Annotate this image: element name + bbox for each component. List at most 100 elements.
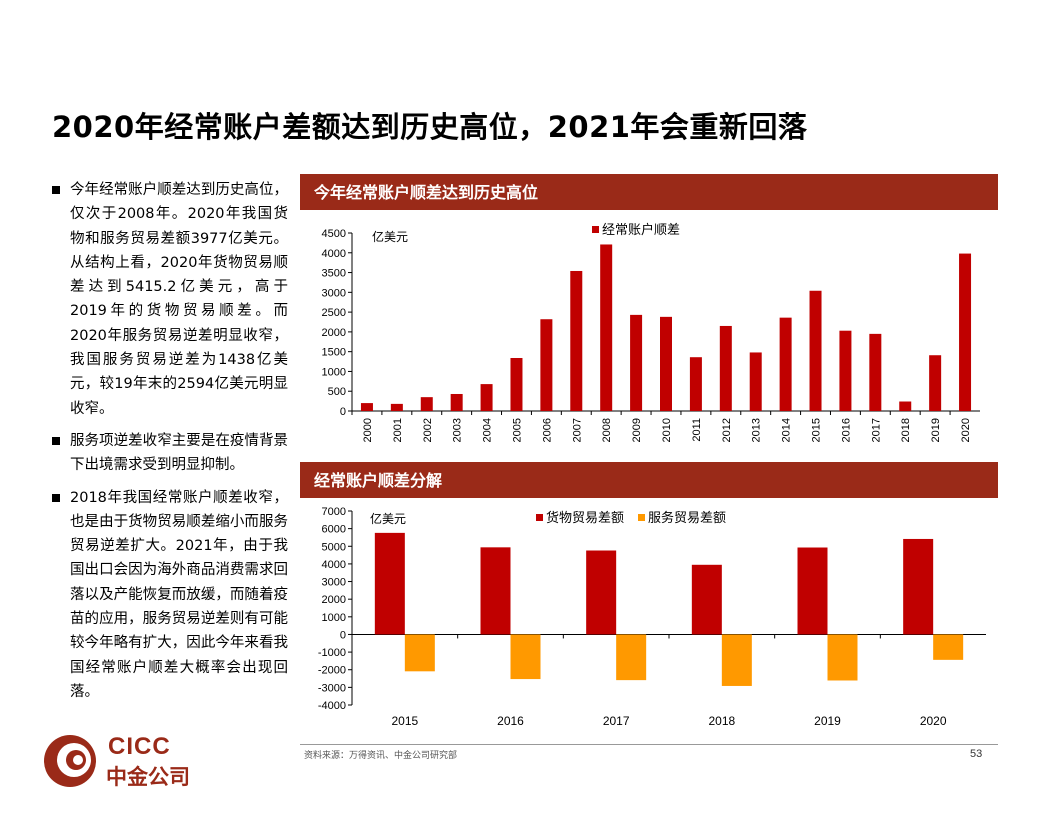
bullet-point: 今年经常账户顺差达到历史高位，仅次于2008年。2020年我国货物和服务贸易差额… bbox=[52, 178, 288, 421]
y-tick-label: 1500 bbox=[322, 347, 346, 359]
bar-经常账户顺差-2010 bbox=[660, 316, 672, 411]
x-tick-label: 2017 bbox=[870, 418, 882, 442]
bar-经常账户顺差-2011 bbox=[689, 357, 702, 411]
bar-货物贸易差额-2020 bbox=[903, 538, 934, 635]
bar-经常账户顺差-2000 bbox=[360, 403, 373, 411]
bar-经常账户顺差-2018 bbox=[899, 401, 912, 411]
x-tick-label: 2011 bbox=[691, 418, 703, 442]
bar-服务贸易差额-2018 bbox=[721, 634, 752, 686]
bar-经常账户顺差-2013 bbox=[749, 352, 762, 411]
bar-经常账户顺差-2016 bbox=[839, 330, 852, 411]
x-tick-label: 2019 bbox=[930, 418, 942, 442]
bar-经常账户顺差-2003 bbox=[450, 393, 463, 411]
y-tick-label: 2000 bbox=[322, 327, 346, 339]
unit-label: 亿美元 bbox=[372, 229, 408, 244]
y-tick-label: -1000 bbox=[318, 647, 346, 659]
y-tick-label: 3500 bbox=[322, 268, 346, 280]
x-tick-label: 2004 bbox=[482, 418, 494, 442]
text-column: 今年经常账户顺差达到历史高位，仅次于2008年。2020年我国货物和服务贸易差额… bbox=[52, 178, 288, 712]
y-tick-label: 7000 bbox=[322, 506, 346, 518]
bullet-point: 2018年我国经常账户顺差收窄，也是由于货物贸易顺差缩小而服务贸易逆差扩大。20… bbox=[52, 486, 288, 705]
y-tick-label: 0 bbox=[340, 406, 346, 418]
x-tick-label: 2002 bbox=[422, 418, 434, 442]
bar-经常账户顺差-2017 bbox=[869, 333, 882, 411]
legend-label: 经常账户顺差 bbox=[602, 222, 680, 237]
legend-label: 服务贸易差额 bbox=[648, 510, 726, 525]
y-tick-label: -4000 bbox=[318, 700, 346, 712]
y-tick-label: 3000 bbox=[322, 287, 346, 299]
bar-经常账户顺差-2007 bbox=[570, 270, 583, 411]
footer-divider bbox=[300, 744, 998, 745]
bar-服务贸易差额-2015 bbox=[404, 634, 435, 672]
x-tick-label: 2010 bbox=[661, 418, 673, 442]
x-tick-label: 2000 bbox=[362, 418, 374, 442]
y-tick-label: 4000 bbox=[322, 559, 346, 571]
y-tick-label: 3000 bbox=[322, 577, 346, 589]
bar-经常账户顺差-2012 bbox=[719, 325, 732, 411]
bullet-marker bbox=[52, 186, 60, 194]
bullet-text: 2018年我国经常账户顺差收窄，也是由于货物贸易顺差缩小而服务贸易逆差扩大。20… bbox=[70, 489, 288, 700]
bullet-text: 今年经常账户顺差达到历史高位，仅次于2008年。2020年我国货物和服务贸易差额… bbox=[70, 182, 288, 417]
legend-swatch bbox=[592, 226, 599, 233]
x-tick-label: 2016 bbox=[497, 714, 524, 728]
bar-货物贸易差额-2016 bbox=[480, 547, 511, 635]
y-tick-label: 1000 bbox=[322, 366, 346, 378]
bullet-point: 服务项逆差收窄主要是在疫情背景下出境需求受到明显抑制。 bbox=[52, 429, 288, 478]
bar-服务贸易差额-2020 bbox=[933, 634, 964, 660]
x-tick-label: 2018 bbox=[708, 714, 735, 728]
x-tick-label: 2003 bbox=[452, 418, 464, 442]
bar-货物贸易差额-2019 bbox=[797, 547, 828, 635]
bullet-marker bbox=[52, 436, 60, 445]
bar-货物贸易差额-2017 bbox=[586, 550, 617, 635]
bar-经常账户顺差-2006 bbox=[540, 319, 553, 411]
decomposition-chart: -4000 -3000 -2000 -1000 0 1000 2000 3000 4000 500… bbox=[318, 506, 986, 728]
bar-服务贸易差额-2019 bbox=[827, 634, 858, 681]
y-tick-label: 2000 bbox=[322, 594, 346, 606]
bar-经常账户顺差-2015 bbox=[809, 290, 822, 411]
x-tick-label: 2020 bbox=[920, 714, 947, 728]
y-tick-label: 4000 bbox=[322, 248, 346, 260]
bullet-marker bbox=[52, 493, 60, 502]
x-tick-label: 2006 bbox=[541, 418, 553, 442]
bar-经常账户顺差-2009 bbox=[630, 314, 643, 411]
current-account-chart: 0 500 1000 1500 2000 2500 3000 3500 4000 4500 2000… bbox=[322, 222, 980, 442]
y-tick-label: 0 bbox=[340, 629, 346, 641]
chart2-header: 经常账户顺差分解 bbox=[300, 462, 998, 500]
x-tick-label: 2007 bbox=[571, 418, 583, 442]
bar-经常账户顺差-2004 bbox=[480, 384, 493, 411]
bar-经常账户顺差-2008 bbox=[600, 244, 613, 411]
bar-经常账户顺差-2020 bbox=[959, 253, 972, 411]
cicc-logo: CICC 中金公司 bbox=[42, 733, 222, 791]
y-tick-label: -3000 bbox=[318, 682, 346, 694]
legend-label: 货物贸易差额 bbox=[546, 510, 624, 525]
x-tick-label: 2008 bbox=[601, 418, 613, 442]
bar-货物贸易差额-2018 bbox=[691, 564, 722, 635]
x-tick-label: 2009 bbox=[631, 418, 643, 442]
x-tick-label: 2019 bbox=[814, 714, 841, 728]
chart1-header: 今年经常账户顺差达到历史高位 bbox=[300, 174, 998, 212]
x-tick-label: 2013 bbox=[751, 418, 763, 442]
x-tick-label: 2018 bbox=[900, 418, 912, 442]
x-tick-label: 2014 bbox=[781, 418, 793, 442]
x-tick-label: 2001 bbox=[392, 418, 404, 442]
y-tick-label: -2000 bbox=[318, 665, 346, 677]
x-tick-label: 2005 bbox=[511, 418, 523, 442]
unit-label: 亿美元 bbox=[370, 511, 406, 526]
bar-经常账户顺差-2014 bbox=[779, 317, 792, 411]
legend-swatch bbox=[638, 514, 645, 521]
bar-经常账户顺差-2002 bbox=[420, 397, 433, 411]
x-tick-label: 2020 bbox=[960, 418, 972, 442]
y-tick-label: 4500 bbox=[322, 228, 346, 240]
bar-经常账户顺差-2005 bbox=[510, 357, 523, 411]
y-tick-label: 1000 bbox=[322, 612, 346, 624]
page-number: 53 bbox=[970, 748, 983, 760]
logo-text-en: CICC bbox=[108, 733, 171, 760]
y-tick-label: 6000 bbox=[322, 524, 346, 536]
x-tick-label: 2016 bbox=[840, 418, 852, 442]
x-tick-label: 2012 bbox=[721, 418, 733, 442]
page-title: 2020年经常账户差额达到历史高位，2021年会重新回落 bbox=[52, 110, 808, 144]
bar-货物贸易差额-2015 bbox=[374, 532, 405, 635]
logo-mark-icon bbox=[44, 735, 96, 787]
x-tick-label: 2015 bbox=[391, 714, 418, 728]
y-tick-label: 500 bbox=[328, 386, 346, 398]
